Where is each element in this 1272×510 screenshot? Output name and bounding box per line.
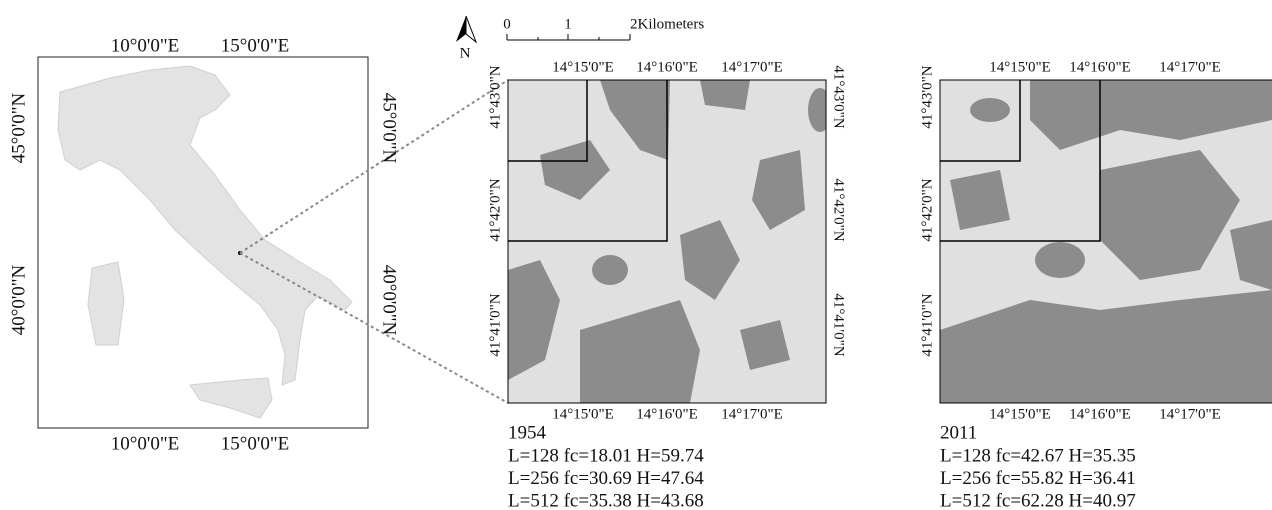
- stats-line: L=128 fc=42.67 H=35.35: [940, 445, 1136, 466]
- lon-label: 14°15'0"E: [989, 406, 1051, 422]
- north-label: N: [460, 45, 471, 61]
- stats-line: L=512 fc=35.38 H=43.68: [508, 490, 704, 510]
- lon-label: 15°0'0"E: [221, 35, 289, 56]
- lon-label: 14°16'0"E: [1069, 406, 1131, 422]
- lon-label: 14°16'0"E: [1069, 59, 1131, 75]
- lon-label: 14°15'0"E: [552, 406, 614, 422]
- lon-label: 10°0'0"E: [111, 433, 179, 454]
- lon-label: 15°0'0"E: [221, 433, 289, 454]
- lat-label: 45°0'0"N: [379, 93, 400, 164]
- lon-label: 14°17'0"E: [1159, 406, 1221, 422]
- scale-bar: [507, 34, 630, 40]
- lon-label: 14°15'0"E: [989, 59, 1051, 75]
- lon-label: 10°0'0"E: [111, 35, 179, 56]
- north-arrow: [466, 16, 476, 42]
- lat-label: 41°43'0"N: [487, 65, 503, 128]
- stats-line: L=128 fc=18.01 H=59.74: [508, 445, 704, 466]
- lat-label: 41°42'0"N: [919, 178, 935, 241]
- stats-line: L=256 fc=55.82 H=36.41: [940, 468, 1136, 489]
- year-label: 2011: [940, 422, 977, 443]
- stats-line: L=256 fc=30.69 H=47.64: [508, 468, 704, 489]
- lat-label: 41°43'0"N: [919, 65, 935, 128]
- lon-label: 14°16'0"E: [636, 59, 698, 75]
- lon-label: 14°17'0"E: [721, 406, 783, 422]
- sardinia: [88, 262, 124, 345]
- lat-label: 41°42'0"N: [487, 178, 503, 241]
- lat-label: 45°0'0"N: [8, 92, 29, 163]
- lon-label: 14°16'0"E: [636, 406, 698, 422]
- scale-label: 2Kilometers: [630, 16, 704, 32]
- lon-label: 14°17'0"E: [1159, 59, 1221, 75]
- lon-label: 14°15'0"E: [552, 59, 614, 75]
- lat-label: 41°43'0"N: [831, 65, 847, 128]
- lon-label: 14°17'0"E: [721, 59, 783, 75]
- lat-label: 41°42'0"N: [831, 178, 847, 241]
- lat-label: 40°0'0"N: [379, 265, 400, 336]
- lat-label: 40°0'0"N: [8, 264, 29, 335]
- stats-line: L=512 fc=62.28 H=40.97: [940, 490, 1136, 510]
- figure: N 10°0'0"E 15°0'0"E: [0, 0, 1272, 510]
- north-arrow: [456, 16, 466, 42]
- year-label: 1954: [508, 422, 547, 443]
- lat-label: 41°41'0"N: [831, 293, 847, 356]
- scale-label: 1: [564, 16, 572, 32]
- lat-label: 41°41'0"N: [919, 293, 935, 356]
- scale-label: 0: [503, 16, 511, 32]
- lat-label: 41°41'0"N: [487, 293, 503, 356]
